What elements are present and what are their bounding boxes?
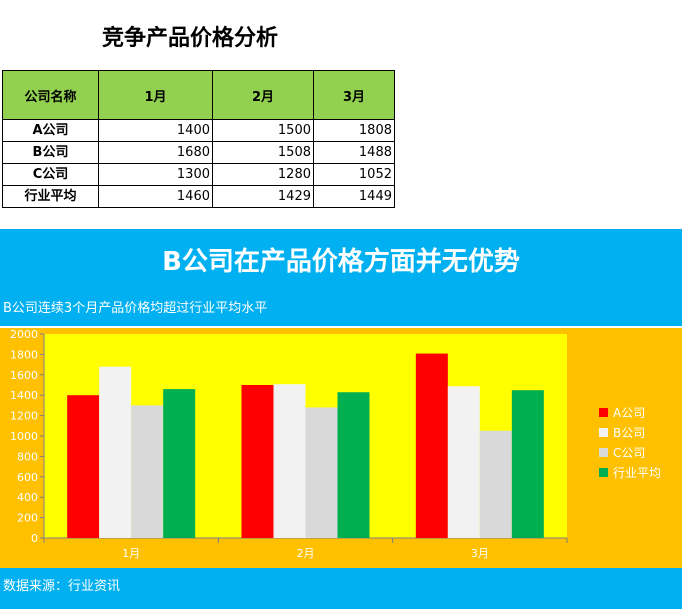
chart-area: 0 200 400 600 800 1000 1200 1400 1600 1800 2000 1月 2… — [0, 328, 682, 568]
y-tick-label: 2000 — [10, 328, 38, 341]
legend-swatch — [599, 448, 608, 457]
page-title: 竞争产品价格分析 — [102, 26, 279, 51]
table-header-row: 公司名称 1月 2月 3月 — [2, 70, 395, 120]
headline: B公司在产品价格方面并无优势 — [162, 247, 520, 277]
y-tick-label: 800 — [17, 450, 38, 463]
bar-1-3 — [415, 353, 448, 538]
y-tick-label: 1000 — [10, 430, 38, 443]
legend-label: B公司 — [613, 426, 645, 440]
header-company: 公司名称 — [2, 70, 99, 120]
subheadline: B公司连续3个月产品价格均超过行业平均水平 — [3, 301, 268, 316]
table-row: 行业平均 1460 1429 1449 — [2, 185, 395, 208]
header-month-1: 1月 — [98, 70, 213, 120]
price-table: 公司名称 1月 2月 3月 A公司 1400 1500 1808 B公司 168… — [2, 70, 395, 208]
y-tick-label: 600 — [17, 471, 38, 484]
x-tick-label: 1月 — [122, 547, 140, 560]
y-tick-label: 1400 — [10, 389, 38, 402]
cell-value: 1400 — [98, 119, 213, 142]
header-month-2: 2月 — [212, 70, 314, 120]
data-source-note: 数据来源：行业资讯 — [3, 579, 121, 594]
table-row: A公司 1400 1500 1808 — [2, 119, 395, 142]
footer-panel: 数据来源：行业资讯 — [0, 568, 682, 609]
row-company-b: B公司 — [2, 141, 99, 164]
y-tick-label: 1200 — [10, 410, 38, 423]
bar-2-2 — [273, 384, 306, 538]
cell-value: 1280 — [212, 163, 314, 186]
x-tick-label: 2月 — [297, 547, 315, 560]
table-row: C公司 1300 1280 1052 — [2, 163, 395, 186]
cell-value: 1488 — [313, 141, 395, 164]
row-industry-average: 行业平均 — [2, 185, 99, 208]
bar-chart: 0 200 400 600 800 1000 1200 1400 1600 1800 2000 1月 2… — [10, 328, 661, 560]
cell-value: 1808 — [313, 119, 395, 142]
cell-value: 1680 — [98, 141, 213, 164]
bar-2-1 — [99, 366, 132, 538]
bar-4-3 — [511, 390, 544, 538]
legend-swatch — [599, 408, 608, 417]
cell-value: 1500 — [212, 119, 314, 142]
y-tick-label: 1800 — [10, 348, 38, 361]
y-tick-label: 1600 — [10, 369, 38, 382]
row-company-a: A公司 — [2, 119, 99, 142]
cell-value: 1300 — [98, 163, 213, 186]
legend-label: C公司 — [613, 446, 645, 460]
legend-swatch — [599, 428, 608, 437]
row-company-c: C公司 — [2, 163, 99, 186]
cell-value: 1429 — [212, 185, 314, 208]
cell-value: 1508 — [212, 141, 314, 164]
bar-4-1 — [163, 389, 196, 538]
bar-3-1 — [131, 405, 164, 538]
cell-value: 1449 — [313, 185, 395, 208]
bar-4-2 — [337, 392, 370, 538]
cell-value: 1460 — [98, 185, 213, 208]
bar-1-1 — [67, 395, 100, 538]
bar-3-2 — [305, 407, 338, 538]
bar-1-2 — [241, 385, 274, 538]
y-tick-label: 0 — [31, 532, 38, 545]
x-tick-label: 3月 — [471, 547, 489, 560]
legend-label: 行业平均 — [613, 466, 661, 480]
bar-2-3 — [447, 386, 480, 538]
legend-swatch — [599, 468, 608, 477]
header-month-3: 3月 — [313, 70, 395, 120]
y-tick-label: 200 — [17, 512, 38, 525]
cell-value: 1052 — [313, 163, 395, 186]
bar-3-3 — [479, 430, 512, 538]
headline-panel: B公司在产品价格方面并无优势 B公司连续3个月产品价格均超过行业平均水平 — [0, 229, 682, 326]
legend-label: A公司 — [613, 406, 645, 420]
table-row: B公司 1680 1508 1488 — [2, 141, 395, 164]
y-tick-label: 400 — [17, 491, 38, 504]
